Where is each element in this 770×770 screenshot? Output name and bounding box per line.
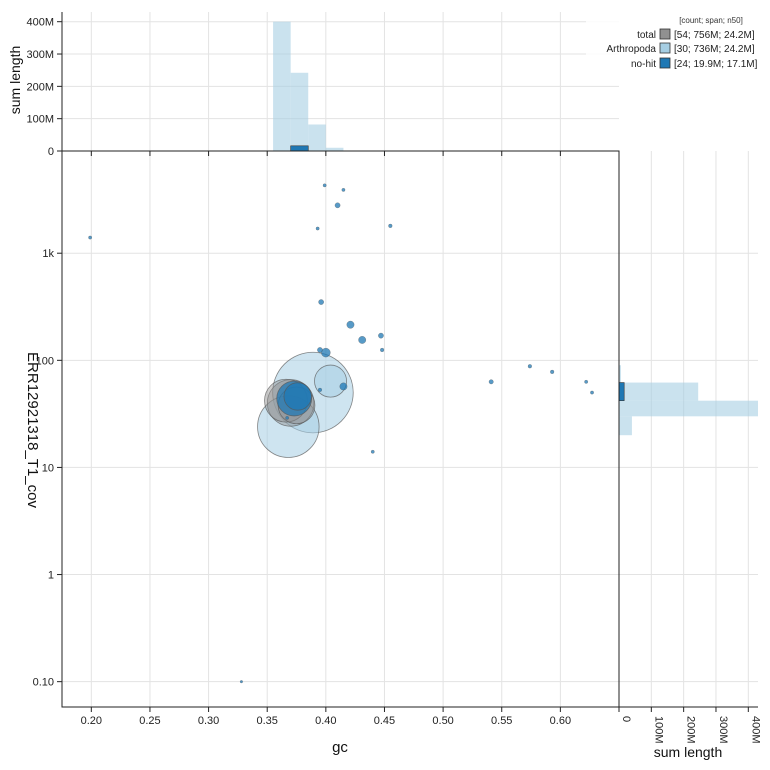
- scatter-point: [314, 364, 347, 398]
- top-histogram-ticks: 0 100M 200M 300M 400M: [26, 17, 62, 158]
- y-tick-label: 0.10: [33, 677, 54, 689]
- scatter-point: [341, 188, 346, 192]
- scatter-point: [550, 369, 555, 374]
- legend-label-total: total: [637, 30, 656, 41]
- scatter-point: [322, 183, 327, 188]
- x-tick-label: 0.60: [550, 715, 571, 727]
- scatter-point: [584, 379, 589, 384]
- legend: [count; span; n50] total [54; 756M; 24.2…: [586, 14, 766, 74]
- top-y-tick-label: 100M: [26, 114, 54, 126]
- legend-swatch-nohit: [659, 57, 671, 69]
- top-histogram-ylabel: sum length: [7, 46, 23, 114]
- right-hist-bar-nohit: [618, 382, 625, 401]
- scatter-point: [317, 347, 323, 353]
- y-tick-label: 10: [42, 462, 54, 474]
- right-x-tick-label: 100M: [652, 716, 664, 744]
- scatter-point: [590, 390, 594, 395]
- right-histogram: 0 100M 200M 300M 400M sum length: [618, 151, 761, 760]
- legend-label-nohit: no-hit: [631, 59, 656, 70]
- x-axis-title: gc: [332, 739, 348, 756]
- scatter-point: [88, 235, 92, 240]
- right-hist-bar-arthropoda: [619, 400, 758, 417]
- top-hist-bar-arthropoda: [308, 124, 326, 151]
- top-histogram: 0 100M 200M 300M 400M sum length: [7, 12, 619, 158]
- legend-stats-total: [54; 756M; 24.2M]: [674, 30, 755, 41]
- right-x-tick-label: 300M: [717, 716, 729, 744]
- top-histogram-bars: [273, 21, 344, 152]
- scatter-point: [488, 379, 494, 385]
- scatter-point: [321, 347, 331, 358]
- legend-background: [586, 14, 766, 74]
- scatter-point: [380, 347, 385, 352]
- scatter-point: [339, 382, 348, 391]
- scatter-point: [318, 299, 324, 305]
- scatter-point: [334, 202, 341, 209]
- top-y-tick-label: 400M: [26, 17, 54, 29]
- top-y-tick-label: 300M: [26, 49, 54, 61]
- scatter-point: [317, 387, 323, 392]
- top-hist-bar-nohit: [290, 145, 309, 152]
- legend-item-arthropoda: Arthropoda [30; 736M; 24.2M]: [607, 42, 755, 55]
- scatter-point: [358, 336, 367, 344]
- y-tick-label: 1: [48, 570, 54, 582]
- top-y-tick-label: 200M: [26, 81, 54, 93]
- right-x-tick-label: 400M: [749, 716, 761, 744]
- right-histogram-xlabel: sum length: [654, 744, 722, 760]
- top-hist-bar-arthropoda: [325, 147, 344, 151]
- x-tick-label: 0.45: [374, 715, 395, 727]
- x-tick-label: 0.55: [491, 715, 512, 727]
- scatter-point: [346, 320, 355, 329]
- top-histogram-grid: [62, 12, 619, 152]
- legend-label-arthropoda: Arthropoda: [607, 44, 657, 55]
- y-tick-label: 100: [36, 355, 54, 367]
- x-tick-label: 0.30: [198, 715, 219, 727]
- legend-swatch-total: [659, 28, 671, 40]
- y-tick-label: 1k: [42, 248, 54, 260]
- right-histogram-grid: [618, 151, 758, 707]
- right-x-tick-label: 200M: [685, 716, 697, 744]
- legend-item-nohit: no-hit [24; 19.9M; 17.1M]: [631, 57, 758, 70]
- top-hist-bar-arthropoda: [290, 72, 309, 151]
- scatter-point: [378, 332, 384, 339]
- top-y-tick-label: 0: [48, 146, 54, 158]
- top-hist-bar-arthropoda: [273, 21, 291, 151]
- scatter-point: [370, 449, 375, 454]
- x-tick-label: 0.35: [256, 715, 277, 727]
- x-axis-ticks: 0.20 0.25 0.30 0.35 0.40 0.45 0.50 0.55 0.60: [81, 151, 571, 727]
- y-axis-ticks: 0.10 1 10 100 1k: [33, 248, 62, 689]
- right-hist-bar-arthropoda: [619, 382, 699, 401]
- x-tick-label: 0.20: [81, 715, 102, 727]
- right-histogram-ticks: 0 100M 200M 300M 400M: [618, 707, 761, 744]
- scatter-point: [285, 416, 289, 420]
- right-hist-bar-arthropoda: [619, 416, 632, 436]
- legend-stats-nohit: [24; 19.9M; 17.1M]: [674, 59, 758, 70]
- y-axis-title: ERR12921318_T1_cov: [24, 352, 41, 508]
- scatter-point: [388, 223, 393, 228]
- scatter-point: [527, 364, 532, 369]
- right-x-tick-label: 0: [620, 716, 632, 722]
- legend-stats-arthropoda: [30; 736M; 24.2M]: [674, 44, 755, 55]
- scatter-point: [239, 680, 243, 684]
- right-hist-bar-arthropoda: [619, 365, 621, 383]
- x-tick-label: 0.50: [432, 715, 453, 727]
- x-tick-label: 0.25: [139, 715, 160, 727]
- main-panel-background: [62, 151, 619, 707]
- x-tick-label: 0.40: [315, 715, 336, 727]
- right-histogram-bars: [618, 365, 758, 436]
- scatter-point: [283, 382, 312, 411]
- scatter-points: [88, 183, 594, 684]
- scatter-point: [315, 226, 320, 231]
- main-panel: 0.20 0.25 0.30 0.35 0.40 0.45 0.50 0.55 0.60 0.1…: [33, 150, 620, 727]
- legend-swatch-arthropoda: [659, 42, 671, 54]
- legend-item-total: total [54; 756M; 24.2M]: [637, 28, 755, 41]
- legend-header: [count; span; n50]: [679, 16, 743, 25]
